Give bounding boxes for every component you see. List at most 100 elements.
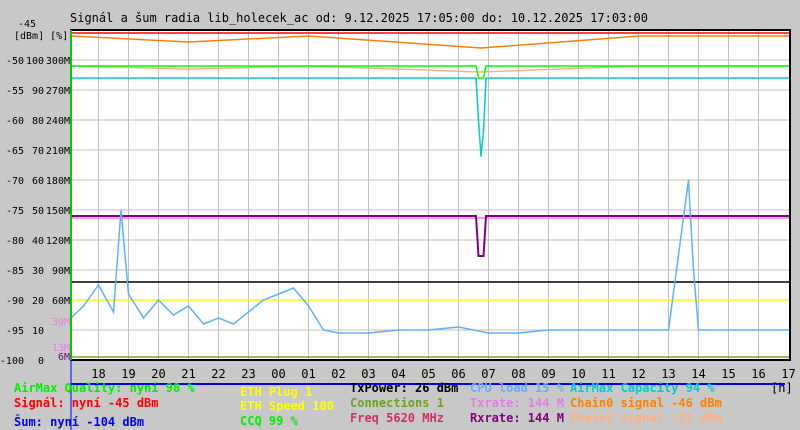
data-point: [142, 317, 145, 319]
y-pct-tick-label: 50: [32, 206, 44, 217]
y-pct-tick-label: 30: [32, 266, 44, 277]
x-tick-label: 01: [301, 367, 315, 381]
y-pct-tick-label: 0: [38, 356, 44, 367]
x-tick-label: 03: [361, 367, 375, 381]
x-tick-label: 21: [181, 367, 195, 381]
x-tick-label: 10: [571, 367, 585, 381]
data-point: [172, 314, 175, 316]
x-tick-label: 06: [451, 367, 465, 381]
x-tick-label: 13: [661, 367, 675, 381]
y-dbm-tick-label: -85: [6, 266, 24, 277]
data-point: [727, 329, 730, 331]
data-point: [157, 299, 160, 301]
data-point: [607, 329, 610, 331]
data-point: [687, 179, 690, 181]
data-point: [397, 329, 400, 331]
data-point: [477, 32, 480, 34]
data-point: [337, 332, 340, 334]
y-rate-extra-tick: 6M: [58, 352, 70, 363]
series-group: [70, 32, 791, 358]
x-tick-label: 07: [481, 367, 495, 381]
chart-title: Signál a šum radia lib_holecek_ac od: 9.…: [70, 11, 648, 25]
data-point: [277, 293, 280, 295]
data-point: [202, 323, 205, 325]
y-dbm-tick-label: -50: [6, 56, 24, 67]
y-pct-tick-label: 20: [32, 296, 44, 307]
series-chain0-signal: [70, 35, 790, 49]
x-tick-label: 18: [91, 367, 105, 381]
x-tick-label: 12: [631, 367, 645, 381]
axis-header: [dBm] [%]: [14, 31, 68, 42]
y-rate-tick-label: 210M: [46, 146, 70, 157]
data-point: [475, 215, 477, 217]
x-tick-label: 16: [751, 367, 765, 381]
y-pct-tick-label: 100: [26, 56, 44, 67]
legend-freq: Freq 5620 MHz: [350, 411, 444, 425]
y-dbm-tick-label: -65: [6, 146, 24, 157]
x-tick-label: 08: [511, 367, 525, 381]
x-tick-label: 04: [391, 367, 405, 381]
y-dbm-tick-label: -95: [6, 326, 24, 337]
x-tick-label: 00: [271, 367, 285, 381]
y-rate-tick-label: 120M: [46, 236, 70, 247]
data-point: [477, 119, 480, 121]
y-rate-extra-tick: 13M: [52, 343, 70, 354]
data-point: [480, 71, 482, 73]
legend-txrate: Txrate: 144 M: [470, 396, 564, 410]
legend-signal: Signál: nyní -45 dBm: [14, 396, 159, 410]
y-pct-tick-label: 10: [32, 326, 44, 337]
legend-eth-plug: ETH Plug 1: [240, 385, 312, 399]
legend-noise: Šum: nyní -104 dBm: [14, 414, 144, 429]
data-point: [247, 311, 250, 313]
grid: [71, 30, 790, 360]
x-tick-label: 17: [781, 367, 795, 381]
data-point: [485, 77, 487, 79]
legend-connections: Connections 1: [350, 396, 444, 410]
data-point: [127, 293, 130, 295]
legend-chain0: Chain0 signal -46 dBm: [570, 396, 722, 410]
y-rate-tick-label: 240M: [46, 116, 70, 127]
data-point: [482, 32, 485, 34]
data-point: [307, 305, 310, 307]
data-point: [217, 317, 220, 319]
data-point: [477, 77, 480, 79]
data-point: [697, 329, 700, 331]
data-point: [187, 41, 190, 43]
x-tick-label: 19: [121, 367, 135, 381]
legend-capacity: AirMax Capacity 94 %: [570, 381, 715, 395]
data-point: [112, 311, 115, 313]
legend-ccq: CCQ 99 %: [240, 414, 299, 428]
legend-cpu: CPU load 15 %: [470, 381, 565, 395]
x-tick-label: 11: [601, 367, 615, 381]
data-point: [262, 299, 265, 301]
x-unit-label: [h]: [771, 381, 793, 395]
data-point: [187, 305, 190, 307]
series-airmax-quality: [71, 65, 790, 79]
data-point: [322, 329, 325, 331]
data-point: [517, 332, 520, 334]
data-point: [187, 68, 190, 70]
y-dbm-tick-label: -100: [0, 356, 24, 367]
y-pct-tick-label: 90: [32, 86, 44, 97]
data-point: [667, 329, 670, 331]
data-point: [482, 77, 485, 79]
y-dbm-tick-label: -60: [6, 116, 24, 127]
y-dbm-tick-label: -90: [6, 296, 24, 307]
x-axis-ticks: 18 19 20 21 22 23 00 01 02 03 04 05 06 07 08 09 10 11 12 13…: [91, 367, 795, 381]
data-point: [487, 332, 490, 334]
y-dbm-tick-label: -70: [6, 176, 24, 187]
data-point: [367, 332, 370, 334]
data-point: [427, 329, 430, 331]
data-point: [477, 255, 480, 257]
data-point: [692, 269, 695, 271]
y-rate-tick-label: 180M: [46, 176, 70, 187]
y-rate-tick-label: 60M: [52, 296, 70, 307]
plot-area: [71, 30, 790, 360]
y-pct-tick-label: 80: [32, 116, 44, 127]
y-pct-tick-label: 60: [32, 176, 44, 187]
data-point: [457, 326, 460, 328]
x-tick-label: 23: [241, 367, 255, 381]
data-point: [485, 215, 487, 217]
data-point: [475, 65, 477, 67]
